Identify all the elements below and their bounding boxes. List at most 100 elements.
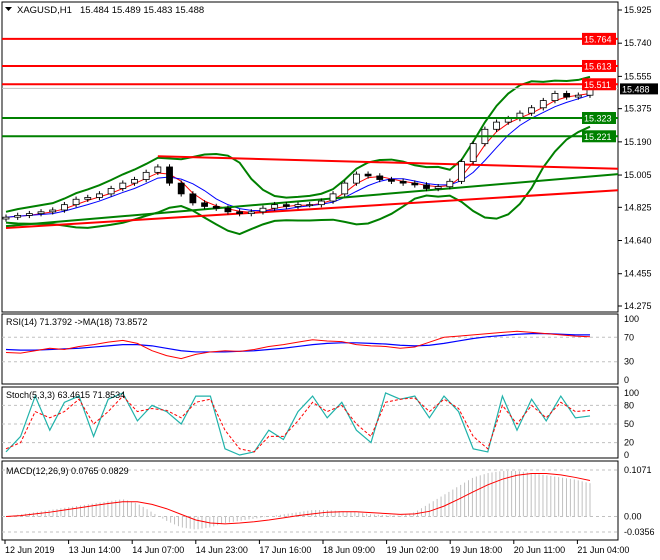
candle bbox=[341, 182, 349, 195]
candle bbox=[352, 173, 360, 184]
price-panel[interactable]: 15.925 15.740 15.555 15.375 15.190 15.005 14.8… bbox=[2, 5, 658, 555]
y-tick-label: 0 bbox=[624, 450, 629, 460]
y-tick-label: 14.275 bbox=[624, 301, 652, 311]
x-tick-label: 18 Jun 09:00 bbox=[323, 545, 375, 555]
candle bbox=[259, 207, 267, 213]
resistance-label: 15.511 bbox=[584, 80, 611, 90]
support-tag bbox=[582, 130, 616, 143]
y-tick-label: 0 bbox=[624, 375, 629, 385]
candle bbox=[84, 197, 92, 200]
support-label: 15.323 bbox=[584, 113, 612, 123]
bollinger-upper bbox=[5, 75, 591, 213]
y-tick-label: 80 bbox=[624, 400, 634, 410]
candle bbox=[528, 107, 535, 114]
candle bbox=[458, 161, 465, 182]
x-tick-label: 21 Jun 04:00 bbox=[577, 545, 629, 555]
candle bbox=[376, 175, 384, 180]
y-tick-label: 70 bbox=[624, 332, 634, 342]
panel-frame bbox=[1, 313, 619, 385]
y-tick-label: 20 bbox=[624, 438, 634, 448]
dropdown-triangle-icon[interactable] bbox=[5, 7, 12, 11]
trend-line bbox=[157, 155, 619, 170]
candle bbox=[294, 204, 302, 207]
candle bbox=[329, 193, 337, 202]
candle bbox=[551, 93, 559, 101]
y-tick-label: 15.375 bbox=[624, 104, 652, 114]
candle bbox=[96, 193, 103, 198]
stoch-panel[interactable]: 100 80 50 20 0 bbox=[2, 388, 639, 460]
candle bbox=[2, 216, 10, 220]
candle bbox=[282, 204, 290, 207]
candle bbox=[131, 179, 138, 184]
candle bbox=[493, 121, 500, 130]
support-tag bbox=[582, 111, 616, 124]
candle bbox=[411, 182, 419, 186]
candle bbox=[539, 100, 547, 109]
candle bbox=[107, 188, 115, 195]
x-tick-label: 12 Jun 2019 bbox=[5, 545, 55, 555]
x-tick-label: 17 Jun 16:00 bbox=[259, 545, 311, 555]
y-tick-label: 30 bbox=[624, 357, 634, 367]
candle bbox=[423, 184, 430, 189]
y-tick-label: 15.925 bbox=[624, 5, 652, 15]
y-tick-label: 14.640 bbox=[624, 236, 652, 246]
resistance-tag bbox=[582, 32, 616, 45]
candle bbox=[469, 143, 477, 162]
resistance-label: 15.764 bbox=[584, 34, 612, 44]
y-tick-label: 15.005 bbox=[624, 170, 652, 180]
macd-title: MACD(12,26,9) 0.0765 0.0829 bbox=[6, 466, 129, 476]
y-tick-label: 14.455 bbox=[624, 269, 652, 279]
y-tick-label: 0.00 bbox=[624, 512, 642, 522]
y-tick-label: 15.190 bbox=[624, 137, 652, 147]
candle bbox=[25, 213, 33, 216]
x-tick-label: 19 Jun 02:00 bbox=[387, 545, 439, 555]
y-tick-label: 0.1071 bbox=[624, 465, 652, 475]
y-tick-label: 50 bbox=[624, 419, 634, 429]
candle bbox=[142, 171, 150, 180]
resistance-tag bbox=[582, 78, 616, 91]
resistance-label: 15.613 bbox=[584, 61, 612, 71]
candle bbox=[236, 211, 244, 215]
candle bbox=[49, 209, 57, 213]
stoch-main-line bbox=[5, 392, 591, 456]
candle bbox=[446, 180, 454, 188]
rsi-ma-line bbox=[5, 333, 590, 353]
candle bbox=[364, 173, 372, 177]
x-tick-label: 14 Jun 23:00 bbox=[196, 545, 248, 555]
current-price-label: 15.488 bbox=[622, 84, 650, 94]
candle bbox=[166, 166, 173, 184]
rsi-line bbox=[5, 330, 591, 360]
support-label: 15.221 bbox=[584, 132, 612, 142]
y-tick-label: 100 bbox=[624, 388, 639, 398]
ohlc-label: 15.484 15.489 15.483 15.488 bbox=[80, 5, 204, 16]
y-tick-label: 15.555 bbox=[624, 71, 652, 81]
candle bbox=[154, 166, 162, 173]
stoch-title: Stoch(5,3,3) 63.4615 71.8534 bbox=[6, 390, 125, 400]
candle bbox=[212, 206, 220, 209]
y-tick-label: 14.825 bbox=[624, 202, 652, 212]
x-tick-label: 19 Jun 18:00 bbox=[450, 545, 502, 555]
rsi-title: RSI(14) 71.3792 ->MA(18) 73.8572 bbox=[6, 317, 147, 327]
macd-panel[interactable]: 0.1071 0.00 -0.0356 bbox=[2, 465, 655, 537]
x-tick-label: 20 Jun 11:00 bbox=[514, 545, 565, 555]
trend-line bbox=[5, 189, 619, 229]
trend-line bbox=[5, 173, 619, 228]
macd-signal-line bbox=[5, 473, 591, 525]
candle bbox=[201, 202, 208, 207]
bollinger-lower bbox=[5, 125, 591, 236]
candle bbox=[177, 182, 185, 195]
resistance-tag bbox=[582, 59, 616, 72]
current-price-tag bbox=[620, 83, 658, 95]
x-tick-label: 14 Jun 07:00 bbox=[132, 545, 184, 555]
candle bbox=[37, 211, 45, 215]
candle bbox=[271, 204, 279, 209]
stoch-signal-line bbox=[5, 395, 591, 453]
candle bbox=[189, 193, 197, 204]
candle bbox=[574, 94, 582, 98]
y-tick-label: 100 bbox=[624, 314, 639, 324]
candle bbox=[247, 211, 255, 215]
candle bbox=[14, 215, 22, 218]
candle bbox=[61, 204, 68, 211]
rsi-panel[interactable]: 100 70 30 0 bbox=[2, 314, 639, 385]
